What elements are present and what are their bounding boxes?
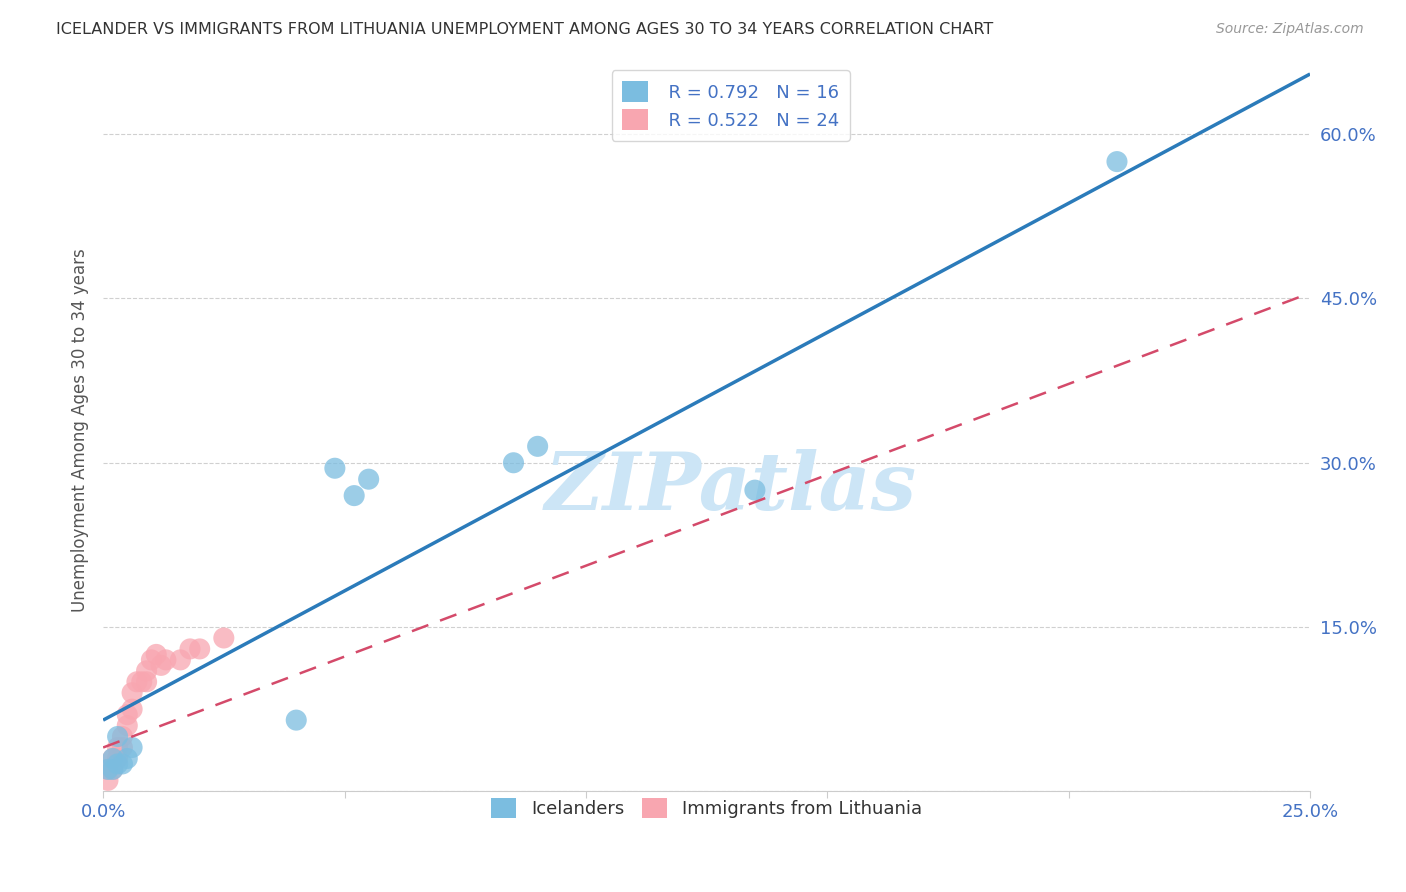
Point bbox=[323, 461, 346, 475]
Text: Source: ZipAtlas.com: Source: ZipAtlas.com bbox=[1216, 22, 1364, 37]
Point bbox=[121, 702, 143, 716]
Point bbox=[141, 653, 163, 667]
Text: ICELANDER VS IMMIGRANTS FROM LITHUANIA UNEMPLOYMENT AMONG AGES 30 TO 34 YEARS CO: ICELANDER VS IMMIGRANTS FROM LITHUANIA U… bbox=[56, 22, 994, 37]
Point bbox=[117, 751, 139, 765]
Point bbox=[526, 439, 548, 453]
Point bbox=[101, 751, 124, 765]
Point bbox=[502, 456, 524, 470]
Point bbox=[111, 756, 134, 771]
Point bbox=[1105, 154, 1128, 169]
Point bbox=[107, 756, 129, 771]
Point bbox=[212, 631, 235, 645]
Point bbox=[97, 773, 120, 788]
Point bbox=[117, 707, 139, 722]
Point bbox=[744, 483, 766, 497]
Point bbox=[155, 653, 177, 667]
Point bbox=[121, 740, 143, 755]
Point bbox=[145, 648, 167, 662]
Point bbox=[107, 740, 129, 755]
Point bbox=[150, 658, 173, 673]
Legend: Icelanders, Immigrants from Lithuania: Icelanders, Immigrants from Lithuania bbox=[484, 790, 929, 826]
Point bbox=[97, 763, 120, 777]
Point bbox=[135, 664, 157, 678]
Point bbox=[111, 740, 134, 755]
Point bbox=[188, 642, 211, 657]
Point bbox=[169, 653, 191, 667]
Point bbox=[117, 718, 139, 732]
Point bbox=[343, 489, 366, 503]
Point bbox=[121, 686, 143, 700]
Point bbox=[179, 642, 201, 657]
Point bbox=[101, 751, 124, 765]
Point bbox=[131, 674, 153, 689]
Point bbox=[101, 763, 124, 777]
Point bbox=[135, 674, 157, 689]
Point bbox=[107, 730, 129, 744]
Point bbox=[285, 713, 308, 727]
Y-axis label: Unemployment Among Ages 30 to 34 years: Unemployment Among Ages 30 to 34 years bbox=[72, 248, 89, 612]
Point bbox=[107, 751, 129, 765]
Point bbox=[357, 472, 380, 486]
Point bbox=[125, 674, 148, 689]
Point bbox=[97, 763, 120, 777]
Point bbox=[101, 763, 124, 777]
Text: ZIPatlas: ZIPatlas bbox=[544, 449, 917, 526]
Point bbox=[111, 730, 134, 744]
